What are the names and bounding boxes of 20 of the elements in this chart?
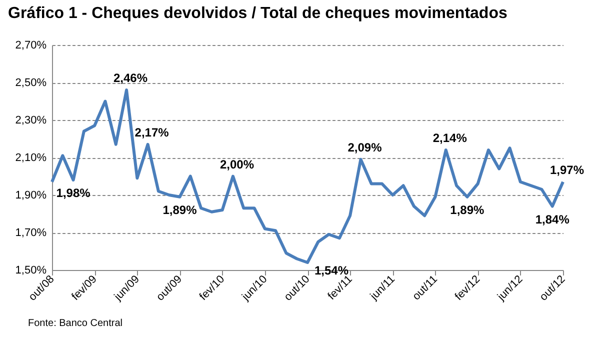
data-label: 1,84% [535,212,570,226]
y-tick-label: 1,50% [15,264,47,276]
data-label: 2,00% [220,157,254,172]
y-tick-label: 1,70% [15,227,47,239]
data-label: 1,89% [450,202,485,217]
y-tick-label: 2,10% [15,152,47,164]
y-tick-label: 1,90% [15,190,47,202]
y-tick-label: 2,70% [15,40,47,52]
y-tick-label: 2,30% [15,114,47,126]
data-label: 1,98% [56,186,91,200]
source-note: Fonte: Banco Central [28,318,122,329]
data-label: 2,46% [114,71,148,85]
y-tick-label: 2,50% [15,77,47,89]
data-label: 2,17% [134,125,170,140]
data-label: 1,89% [162,202,198,217]
data-label: 2,09% [348,140,382,154]
data-label: 1,54% [314,264,349,278]
data-label: 1,97% [550,162,584,177]
chart-title: Gráfico 1 - Cheques devolvidos / Total de cheques movimentados [8,5,508,22]
data-label: 2,14% [432,131,468,145]
